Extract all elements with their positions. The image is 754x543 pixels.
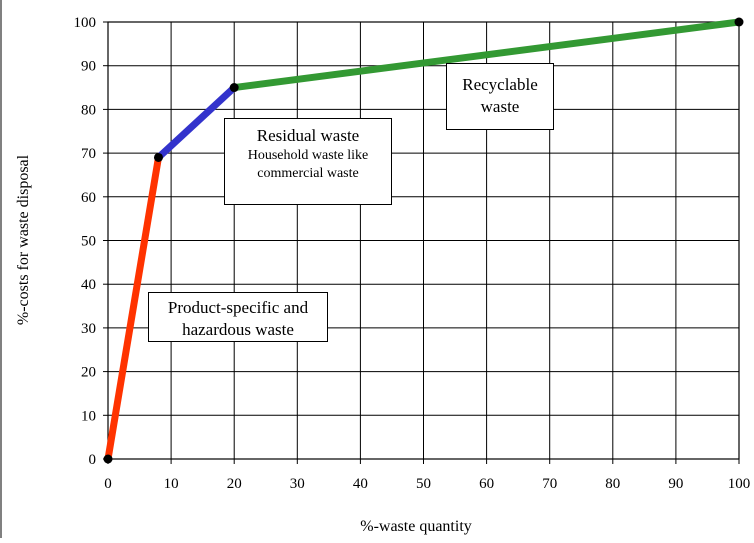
axis-ticks: 0 10 20 30 40 50 60 70 80 90 100 0 10 20 30 40 50 60 70 80 9… <box>74 15 751 492</box>
x-tick-label: 10 <box>164 476 179 492</box>
y-tick-label: 40 <box>81 277 96 293</box>
data-markers <box>103 17 744 464</box>
y-tick-label: 70 <box>81 146 96 162</box>
y-tick-label: 90 <box>81 59 96 75</box>
x-tick-label: 50 <box>416 476 431 492</box>
annotation-recyclable-line2: waste <box>480 97 520 116</box>
annotation-hazardous-line1: Product-specific and <box>167 298 309 317</box>
y-tick-label: 10 <box>81 408 96 424</box>
x-tick-label: 70 <box>542 476 557 492</box>
series-line-1 <box>104 156 162 460</box>
x-tick-label: 60 <box>479 476 494 492</box>
series-line-2 <box>156 84 237 161</box>
x-tick-label: 80 <box>605 476 620 492</box>
data-point-marker <box>153 152 163 162</box>
y-tick-label: 20 <box>81 365 96 381</box>
x-axis-title: %-waste quantity <box>360 518 472 535</box>
y-tick-label: 100 <box>74 15 97 31</box>
y-tick-label: 80 <box>81 102 96 118</box>
annotation-hazardous-waste: Product-specific and hazardous waste <box>148 292 328 342</box>
annotation-residual-line1: Household waste like <box>247 148 369 163</box>
x-tick-label: 40 <box>353 476 368 492</box>
annotation-residual-waste: Residual waste Household waste like comm… <box>224 118 392 205</box>
annotation-hazardous-line2: hazardous waste <box>182 320 294 339</box>
annotation-residual-line2: commercial waste <box>257 166 359 181</box>
x-tick-label: 30 <box>290 476 305 492</box>
y-tick-label: 60 <box>81 190 96 206</box>
grid <box>107 21 740 460</box>
annotation-recyclable-line1: Recyclable <box>462 75 538 94</box>
series-lines <box>104 18 740 460</box>
series-line-3 <box>233 18 740 92</box>
annotation-recyclable-waste: Recyclable waste <box>446 63 554 130</box>
y-tick-label: 30 <box>81 321 96 337</box>
data-point-marker <box>229 83 239 93</box>
x-tick-label: 90 <box>668 476 683 492</box>
data-point-marker <box>103 454 113 464</box>
data-point-marker <box>734 17 744 27</box>
x-tick-label: 0 <box>104 476 112 492</box>
y-axis-title: %-costs for waste disposal <box>15 154 32 325</box>
x-tick-label: 20 <box>227 476 242 492</box>
y-tick-label: 0 <box>89 452 97 468</box>
y-tick-label: 50 <box>81 234 96 250</box>
annotation-residual-title: Residual waste <box>256 126 360 145</box>
x-tick-label: 100 <box>728 476 751 492</box>
